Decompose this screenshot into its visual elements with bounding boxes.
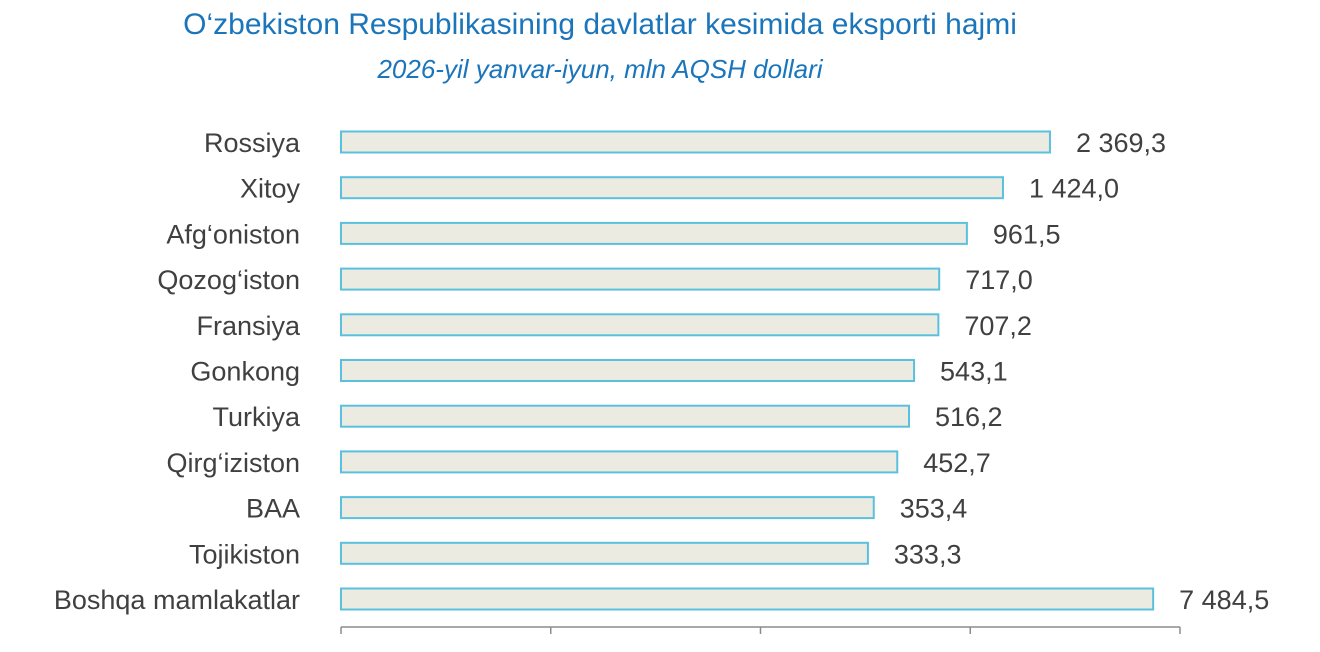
- category-label: Gonkong: [190, 357, 300, 387]
- category-label: Qozog‘iston: [157, 265, 300, 295]
- value-label: 707,2: [964, 311, 1032, 341]
- value-label: 1 424,0: [1029, 174, 1119, 204]
- category-label: Rossiya: [204, 128, 301, 158]
- value-label: 7 484,5: [1179, 585, 1269, 615]
- value-label: 961,5: [993, 219, 1061, 249]
- category-label: Tojikiston: [189, 539, 300, 569]
- bar: [340, 359, 916, 382]
- value-label: 516,2: [935, 402, 1003, 432]
- bar: [340, 313, 940, 337]
- bar: [340, 221, 968, 245]
- bar: [340, 450, 899, 474]
- bar: [340, 541, 869, 565]
- category-label: Qirg‘iziston: [166, 448, 300, 478]
- category-label: Afg‘oniston: [166, 219, 300, 249]
- value-label: 353,4: [900, 494, 968, 524]
- chart-title: O‘zbekiston Respublikasining davlatlar k…: [183, 8, 1017, 41]
- bar: [340, 404, 911, 428]
- category-label: Boshqa mamlakatlar: [54, 585, 300, 615]
- value-label: 452,7: [923, 448, 991, 478]
- bar: [340, 267, 941, 291]
- bar: [340, 496, 875, 520]
- bar: [340, 176, 1004, 200]
- value-label: 717,0: [965, 265, 1033, 295]
- category-label: Turkiya: [212, 402, 300, 432]
- bar: [340, 587, 1155, 611]
- category-label: BAA: [246, 494, 300, 524]
- category-label: Xitoy: [240, 174, 301, 204]
- value-label: 543,1: [940, 357, 1008, 387]
- bar: [340, 130, 1051, 154]
- value-label: 2 369,3: [1076, 128, 1166, 158]
- chart-subtitle: 2026-yil yanvar-iyun, mln AQSH dollari: [377, 54, 823, 84]
- value-label: 333,3: [894, 539, 962, 569]
- category-label: Fransiya: [196, 311, 301, 341]
